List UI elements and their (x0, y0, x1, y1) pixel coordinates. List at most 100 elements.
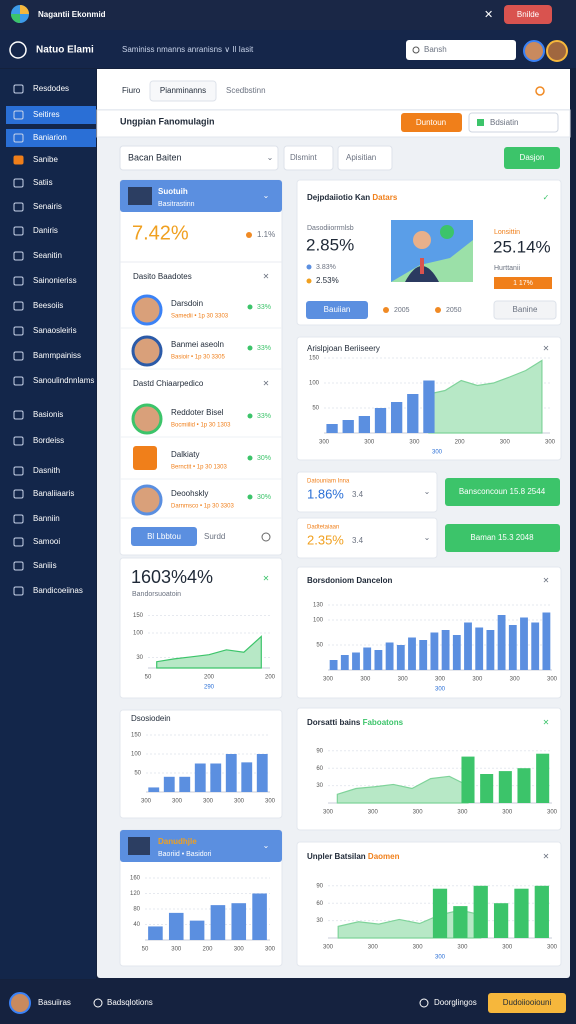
card-button-label[interactable]: Bl Lbbtou (147, 532, 181, 541)
active-item (6, 106, 96, 124)
x-tick-label: 300 (368, 810, 379, 816)
sidebar-item[interactable]: Sanoulindnnlams (33, 376, 94, 385)
bar (326, 424, 338, 433)
sidebar-item[interactable]: Beesoiis (33, 301, 63, 310)
sidebar-item[interactable]: Resdodes (33, 84, 69, 93)
bar (225, 754, 237, 792)
svg-text:✕: ✕ (263, 272, 270, 281)
sidebar-item[interactable]: Sanibe (33, 155, 58, 164)
sidebar-item[interactable]: Bammpainiss (33, 351, 81, 360)
footer-item[interactable]: Doorglingos (434, 998, 477, 1007)
sidebar-item[interactable]: Satiis (33, 178, 53, 187)
bar (148, 926, 163, 940)
mini-sub: 3.4 (352, 536, 364, 545)
footer-button[interactable] (488, 993, 566, 1013)
y-tick-label: 120 (130, 891, 141, 897)
sidebar-icon (13, 410, 24, 420)
y-tick-label: 100 (309, 381, 320, 387)
close-icon[interactable]: ✕ (484, 9, 493, 21)
profile-button[interactable] (306, 301, 368, 319)
sidebar-item[interactable]: Samooi (33, 537, 60, 546)
tab[interactable]: Scedbstinn (226, 86, 266, 95)
sidebar-icon (13, 586, 24, 596)
tab[interactable]: Fiuro (122, 86, 141, 95)
bar (252, 893, 267, 940)
option[interactable]: 2050 (446, 307, 462, 314)
mini-button-label[interactable]: Baman 15.3 2048 (470, 533, 534, 542)
sidebar-item[interactable]: Baniarion (33, 133, 67, 142)
avatar[interactable] (523, 40, 545, 62)
profile-value: 2.85% (306, 235, 354, 254)
sidebar-item[interactable]: Banniin (33, 514, 60, 523)
avatar[interactable] (546, 40, 568, 62)
chart-title: Danudhjle (158, 837, 197, 846)
option-button[interactable] (493, 300, 557, 320)
mini-button-label[interactable]: Bansconcoun 15.8 2544 (459, 487, 546, 496)
y-tick-label: 60 (316, 901, 323, 907)
search-box[interactable] (406, 40, 516, 60)
title-accent: Datars (372, 193, 397, 202)
primary-button[interactable] (401, 113, 462, 132)
sidebar-item[interactable]: Sanaosleiris (33, 326, 77, 335)
chart-title: Arislpjoan Beriiseery (307, 344, 380, 353)
tab[interactable]: Pianminanns (160, 86, 206, 95)
y-tick-label: 100 (131, 752, 142, 758)
chip[interactable] (283, 145, 334, 171)
bar (508, 625, 517, 670)
chip-label[interactable]: Dlsmint (290, 153, 317, 162)
sidebar-item[interactable]: Banaliiaaris (33, 489, 74, 498)
mini-button[interactable] (445, 524, 560, 552)
bar (423, 380, 435, 433)
svg-text:✕: ✕ (543, 576, 550, 585)
x-tick-label: 300 (203, 799, 214, 805)
status-dot (247, 304, 253, 310)
chip[interactable] (337, 145, 393, 171)
bar (241, 762, 253, 792)
area (156, 635, 262, 669)
action-button[interactable] (504, 147, 560, 169)
svg-text:⌄: ⌄ (263, 191, 270, 200)
secondary-button[interactable] (468, 112, 559, 133)
sidebar-item[interactable]: Dasnith (33, 466, 60, 475)
mini-value: 1.86% (307, 486, 344, 501)
sidebar-item[interactable]: Saniiis (33, 561, 57, 570)
mini-button[interactable] (445, 478, 560, 506)
option-button-label[interactable]: Banine (513, 305, 538, 314)
sidebar-item[interactable]: Basionis (33, 410, 63, 419)
person-name: Darsdoin (171, 299, 203, 308)
y-tick-label: 90 (316, 883, 323, 889)
sidebar-icon (13, 301, 24, 311)
profile-button-label[interactable]: Bauiian (324, 305, 351, 314)
sidebar-item[interactable]: Bordeiss (33, 436, 64, 445)
action-button-label[interactable]: Dasjon (520, 153, 545, 162)
title-accent: Daomen (368, 852, 400, 861)
select[interactable] (119, 145, 279, 171)
secondary-button-label[interactable]: Bdsiatin (490, 118, 518, 127)
card-link[interactable]: Surdd (204, 532, 225, 541)
header-title: Natuo Elami (36, 45, 94, 56)
footer-item[interactable]: Badsqlotions (107, 998, 153, 1007)
sidebar-icon (13, 133, 24, 143)
sidebar-item[interactable]: Daniris (33, 226, 58, 235)
summary-badge: 1.1% (257, 230, 275, 239)
footer-item[interactable]: Basuiiras (38, 998, 71, 1007)
sidebar-item[interactable]: Seitires (33, 110, 60, 119)
select-label[interactable]: Bacan Baiten (128, 152, 182, 162)
primary-button-label[interactable]: Duntoun (416, 118, 446, 127)
breadcrumb[interactable]: Saminiss nmanns anranisns ∨ Il Iasit (122, 45, 254, 54)
chip-label[interactable]: Apisitian (346, 153, 376, 162)
status-dot (247, 413, 253, 419)
y-tick-label: 150 (309, 356, 320, 362)
sidebar-item[interactable]: Senairis (33, 202, 62, 211)
sidebar-item[interactable]: Seanitin (33, 251, 62, 260)
top-button-label[interactable]: Bnilde (517, 10, 540, 19)
stat-value: 1603%4% (131, 567, 213, 587)
sidebar-item[interactable]: Sainonieriss (33, 276, 77, 285)
card-button[interactable] (131, 527, 197, 546)
top-button[interactable] (504, 5, 552, 24)
option[interactable]: 2005 (394, 307, 410, 314)
footer-button-label[interactable]: Dudoiiooiouni (503, 998, 552, 1007)
y-tick-label: 60 (316, 766, 323, 772)
search-placeholder[interactable]: Bansh (424, 45, 447, 54)
sidebar-item[interactable]: Bandicoeiinas (33, 586, 83, 595)
